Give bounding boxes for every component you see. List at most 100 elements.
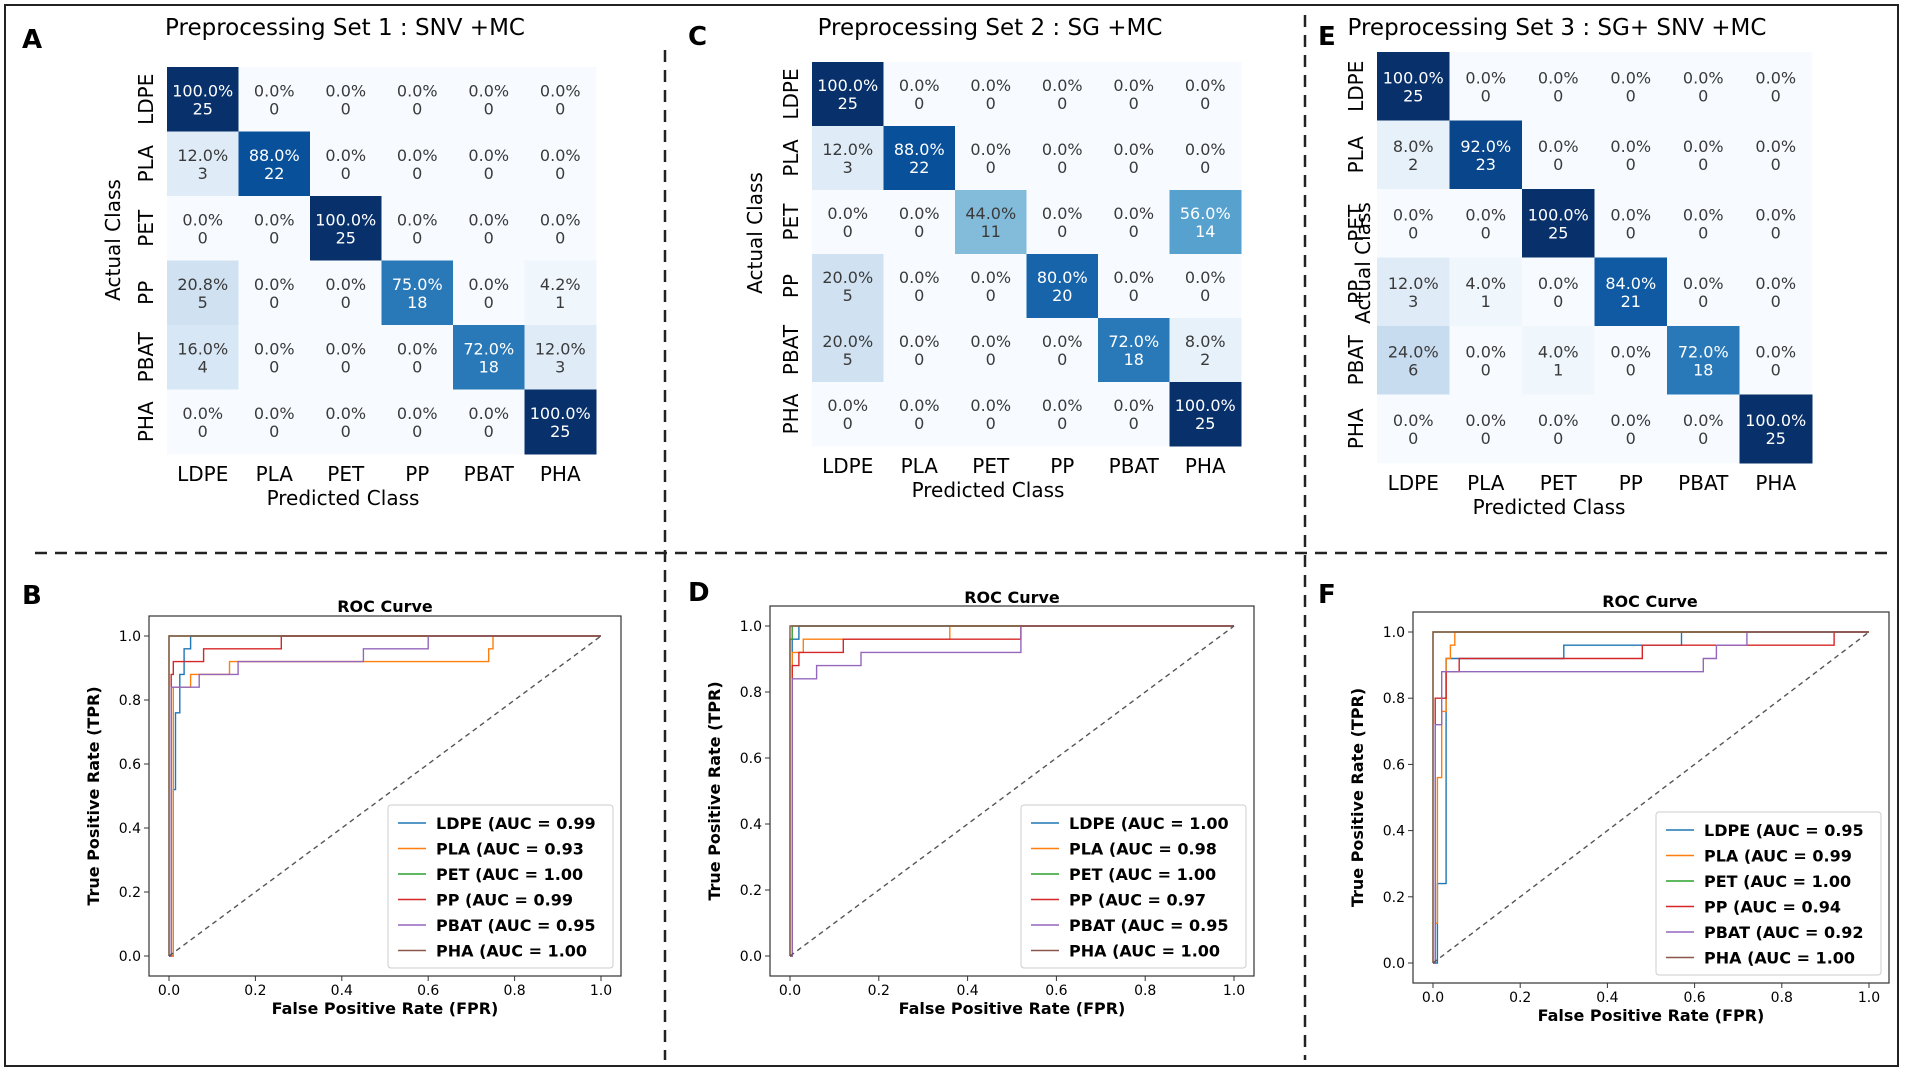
heatmap-cell — [955, 62, 1027, 127]
heatmap-cell-percent: 0.0% — [970, 140, 1011, 159]
heatmap-cell — [1667, 52, 1740, 121]
heatmap-cell-percent: 0.0% — [899, 396, 940, 415]
heatmap-cell-percent: 0.0% — [899, 76, 940, 95]
heatmap-cell — [1594, 189, 1668, 258]
heatmap-cell-count: 25 — [193, 99, 213, 118]
heatmap-cell-percent: 80.0% — [1037, 268, 1088, 287]
roc-curve-pha — [1432, 631, 1869, 963]
heatmap-cell-count: 18 — [479, 357, 499, 376]
y-tick-label: PP — [1344, 280, 1368, 304]
y-axis-label: Actual Class — [101, 179, 125, 301]
heatmap-cell — [1594, 120, 1668, 190]
heatmap-cell — [1169, 254, 1242, 319]
heatmap-cell — [381, 389, 454, 455]
heatmap-cell-percent: 0.0% — [899, 204, 940, 223]
x-tick-label: 0.4 — [1596, 990, 1618, 1006]
heatmap-cell — [1449, 394, 1523, 464]
heatmap-cell-count: 0 — [914, 286, 924, 305]
heatmap-cell-count: 0 — [1698, 86, 1708, 105]
legend-label-pet: PET (AUC = 1.00 — [436, 865, 583, 884]
heatmap-cell-percent: 72.0% — [1678, 342, 1729, 361]
heatmap-cell — [1522, 326, 1595, 395]
heatmap-cell — [1667, 326, 1740, 395]
x-tick-label: 1.0 — [590, 983, 612, 999]
heatmap-cell-count: 0 — [1129, 158, 1139, 177]
heatmap-cell-count: 3 — [198, 164, 208, 183]
heatmap-cell — [1522, 257, 1595, 327]
heatmap-cell-percent: 0.0% — [182, 210, 223, 229]
heatmap-cell — [1667, 394, 1740, 464]
heatmap-cell — [1739, 326, 1813, 395]
heatmap-cell — [167, 131, 239, 197]
legend-label-pla: PLA (AUC = 0.99 — [1704, 847, 1852, 866]
heatmap-cell-count: 0 — [341, 422, 351, 441]
heatmap-cell — [1449, 326, 1523, 395]
heatmap-cell — [1739, 394, 1813, 464]
heatmap-cell-count: 0 — [1771, 86, 1781, 105]
heatmap-cell — [955, 254, 1027, 319]
heatmap-cell — [238, 325, 311, 390]
heatmap-cell-percent: 92.0% — [1460, 137, 1511, 156]
heatmap-cell-count: 11 — [981, 222, 1001, 241]
heatmap-cell — [1098, 190, 1170, 255]
x-tick-label: 0.8 — [1134, 983, 1156, 999]
heatmap-cell-count: 5 — [198, 293, 208, 312]
heatmap-cell — [883, 318, 956, 383]
heatmap-cell-percent: 20.8% — [177, 275, 228, 294]
heatmap-cell — [453, 260, 525, 326]
heatmap-cell-percent: 0.0% — [254, 210, 295, 229]
heatmap-cell-percent: 100.0% — [1175, 396, 1236, 415]
heatmap-cell — [1026, 126, 1099, 191]
heatmap-cell-count: 25 — [550, 422, 570, 441]
heatmap-cell-count: 0 — [1129, 222, 1139, 241]
heatmap-cell — [1098, 382, 1170, 447]
x-tick-label: LDPE — [177, 462, 228, 486]
heatmap-cell-percent: 0.0% — [1755, 68, 1796, 87]
heatmap-cell — [381, 131, 454, 197]
heatmap-cell-percent: 0.0% — [468, 210, 509, 229]
x-tick-label: 0.4 — [956, 983, 978, 999]
heatmap-cell-count: 0 — [555, 99, 565, 118]
x-axis-label: Predicted Class — [1473, 495, 1626, 519]
heatmap-cell-count: 0 — [341, 357, 351, 376]
heatmap-cell-count: 0 — [1057, 350, 1067, 369]
panel-letter-e: E — [1318, 22, 1336, 52]
heatmap-cell-count: 25 — [1403, 86, 1423, 105]
heatmap-cell-count: 0 — [1481, 429, 1491, 448]
x-tick-label: 0.4 — [331, 983, 353, 999]
heatmap-cell-count: 25 — [1766, 429, 1786, 448]
legend-label-pp: PP (AUC = 0.97 — [1069, 891, 1206, 910]
heatmap-cell-count: 5 — [843, 286, 853, 305]
heatmap-cell-percent: 0.0% — [970, 332, 1011, 351]
heatmap-cell-count: 0 — [484, 164, 494, 183]
y-tick-label: 0.4 — [740, 817, 762, 833]
heatmap-cell — [955, 126, 1027, 191]
heatmap-cell-count: 0 — [484, 228, 494, 247]
roc-legend-box — [1655, 811, 1882, 976]
y-tick-label: PLA — [134, 145, 158, 183]
heatmap-cell — [1026, 318, 1099, 383]
heatmap-cell-count: 0 — [555, 228, 565, 247]
y-tick-label: 0.4 — [1383, 824, 1405, 840]
heatmap-cell-percent: 0.0% — [1465, 411, 1506, 430]
x-axis-label: False Positive Rate (FPR) — [899, 999, 1126, 1018]
x-tick-label: PET — [972, 454, 1010, 478]
heatmap-cell — [1739, 257, 1813, 327]
heatmap-cell-percent: 0.0% — [468, 81, 509, 100]
heatmap-cell-percent: 0.0% — [1683, 274, 1724, 293]
heatmap-cell-percent: 72.0% — [1108, 332, 1159, 351]
heatmap-cell — [812, 254, 884, 319]
x-tick-label: 0.2 — [1509, 990, 1531, 1006]
heatmap-cell-count: 0 — [1626, 155, 1636, 174]
x-tick-label: 0.2 — [244, 983, 266, 999]
heatmap-cell-percent: 0.0% — [254, 404, 295, 423]
y-tick-label: 0.2 — [740, 883, 762, 899]
y-tick-label: 1.0 — [740, 619, 762, 635]
heatmap-cell-count: 0 — [341, 164, 351, 183]
heatmap-cell-percent: 0.0% — [1113, 396, 1154, 415]
heatmap-cell-count: 25 — [838, 94, 858, 113]
heatmap-cell — [381, 325, 454, 390]
heatmap-cell-count: 0 — [1408, 223, 1418, 242]
heatmap-cell — [453, 389, 525, 455]
heatmap-cell-count: 0 — [1626, 223, 1636, 242]
